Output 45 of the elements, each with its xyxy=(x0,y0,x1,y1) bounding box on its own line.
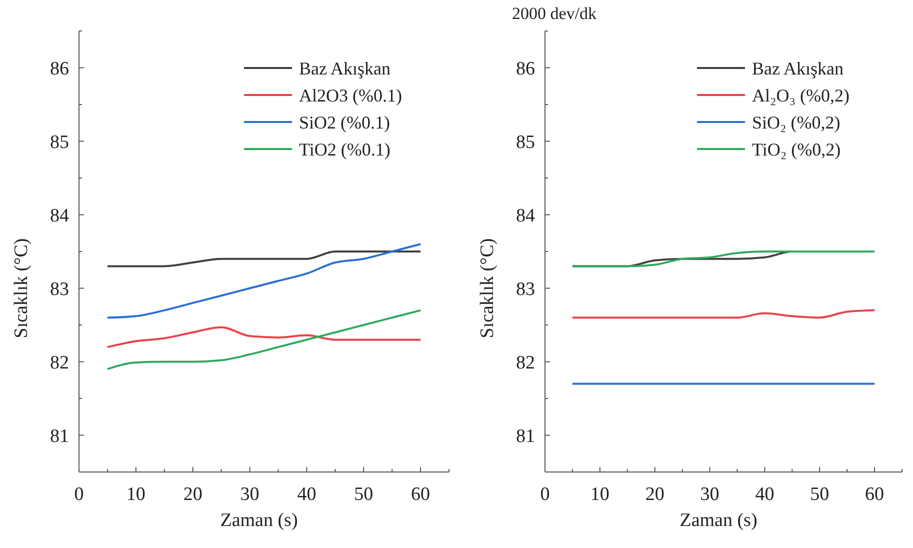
x-tick-label: 0 xyxy=(540,484,550,505)
line-series xyxy=(571,309,876,319)
y-tick-label: 84 xyxy=(50,205,70,226)
line-series xyxy=(106,309,422,370)
y-tick-label: 83 xyxy=(50,278,69,300)
y-tick-label: 85 xyxy=(50,132,69,153)
y-axis-title: Sıcaklık (°C) xyxy=(11,238,32,338)
x-tick-label: 40 xyxy=(755,484,774,505)
y-tick-label: 83 xyxy=(516,278,535,300)
chart-title: 2000 dev/dk xyxy=(512,4,598,23)
y-tick-label: 82 xyxy=(516,352,535,374)
x-tick-label: 10 xyxy=(590,484,610,505)
line-series xyxy=(571,250,876,268)
legend-label: SiO₂ (%0,2) xyxy=(752,112,840,132)
line-series xyxy=(106,326,422,348)
legend-label: TiO2 (%0.1) xyxy=(299,139,390,160)
x-tick-label: 0 xyxy=(74,484,84,505)
legend-label: Al₂O₃ (%0,2) xyxy=(752,85,850,106)
x-axis-title: Zaman (s) xyxy=(680,510,758,531)
line-series xyxy=(106,250,422,268)
x-tick-label: 40 xyxy=(297,484,316,505)
x-tick-label: 20 xyxy=(183,484,202,505)
legend-label: TiO₂ (%0,2) xyxy=(752,139,841,160)
x-tick-label: 50 xyxy=(810,484,830,505)
x-tick-label: 30 xyxy=(240,484,260,505)
y-tick-label: 85 xyxy=(516,132,535,153)
legend-label: Baz Akışkan xyxy=(299,58,390,78)
x-tick-label: 60 xyxy=(865,484,884,505)
y-tick-label: 86 xyxy=(516,58,535,80)
y-tick-label: 86 xyxy=(50,58,69,80)
legend-label: SiO2 (%0.1) xyxy=(299,112,390,132)
line-series xyxy=(106,243,422,319)
x-axis-title: Zaman (s) xyxy=(220,510,298,531)
y-tick-label: 82 xyxy=(50,352,69,374)
x-tick-label: 20 xyxy=(645,484,664,505)
legend-label: Baz Akışkan xyxy=(752,58,844,78)
y-axis-title: Sıcaklık (°C) xyxy=(477,238,498,338)
x-tick-label: 30 xyxy=(700,484,720,505)
y-tick-label: 81 xyxy=(516,426,535,447)
x-tick-label: 50 xyxy=(354,484,374,505)
x-tick-label: 60 xyxy=(411,484,430,505)
legend-label: Al2O3 (%0.1) xyxy=(299,85,402,106)
y-tick-label: 84 xyxy=(516,205,536,226)
x-tick-label: 10 xyxy=(126,484,146,505)
y-tick-label: 81 xyxy=(50,426,69,447)
